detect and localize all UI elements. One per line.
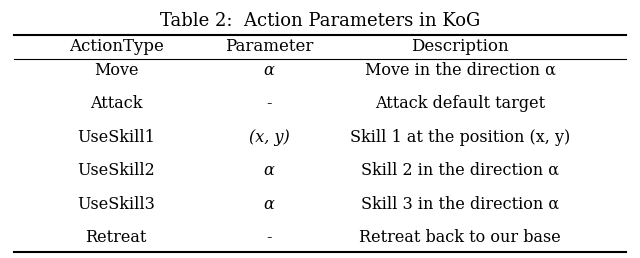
Text: -: - — [266, 95, 272, 112]
Text: Retreat back to our base: Retreat back to our base — [359, 229, 561, 246]
Text: Table 2:  Action Parameters in KoG: Table 2: Action Parameters in KoG — [160, 12, 480, 30]
Text: Skill 2 in the direction α: Skill 2 in the direction α — [361, 162, 559, 179]
Text: Move in the direction α: Move in the direction α — [365, 62, 556, 79]
Text: Attack: Attack — [90, 95, 142, 112]
Text: α: α — [264, 62, 275, 79]
Text: UseSkill3: UseSkill3 — [77, 196, 155, 213]
Text: Description: Description — [412, 38, 509, 55]
Text: Retreat: Retreat — [85, 229, 147, 246]
Text: Skill 3 in the direction α: Skill 3 in the direction α — [361, 196, 559, 213]
Text: Parameter: Parameter — [225, 38, 313, 55]
Text: Move: Move — [94, 62, 138, 79]
Text: (x, y): (x, y) — [249, 129, 289, 146]
Text: Attack default target: Attack default target — [375, 95, 545, 112]
Text: Skill 1 at the position (x, y): Skill 1 at the position (x, y) — [350, 129, 570, 146]
Text: ActionType: ActionType — [68, 38, 164, 55]
Text: UseSkill1: UseSkill1 — [77, 129, 155, 146]
Text: -: - — [266, 229, 272, 246]
Text: UseSkill2: UseSkill2 — [77, 162, 155, 179]
Text: α: α — [264, 162, 275, 179]
Text: α: α — [264, 196, 275, 213]
